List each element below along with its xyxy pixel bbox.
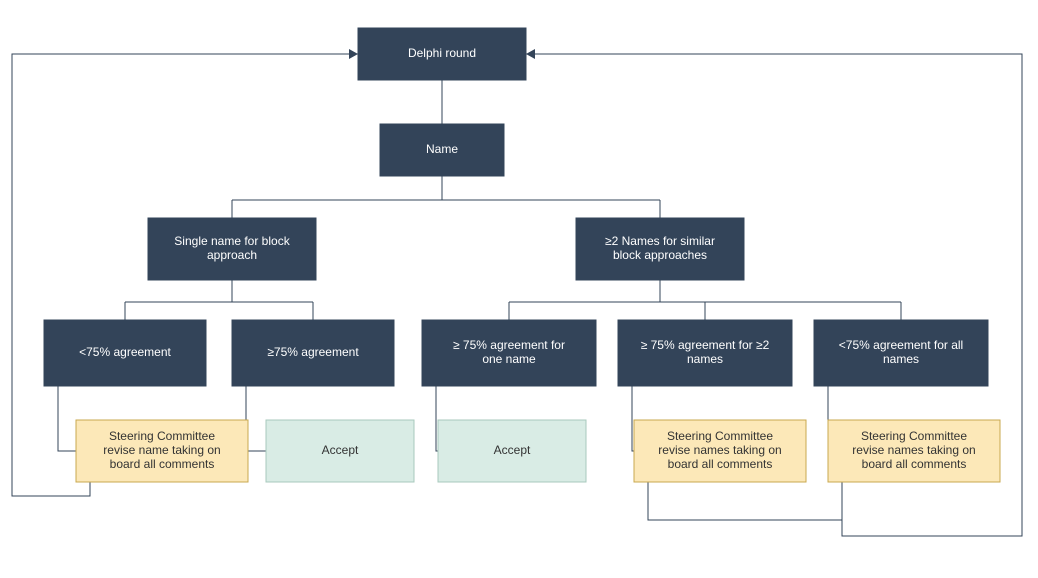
node-label: Single name for block [174, 234, 290, 248]
node-name: Name [380, 124, 504, 176]
arrowhead [526, 49, 535, 59]
node-label: approach [207, 248, 257, 262]
node-label: Name [426, 142, 458, 156]
node-label: Steering Committee [109, 429, 215, 443]
node-label: revise name taking on [103, 443, 220, 457]
node-label: Steering Committee [667, 429, 773, 443]
node-label: board all comments [668, 457, 773, 471]
node-lt75: <75% agreement [44, 320, 206, 386]
node-label: revise names taking on [658, 443, 781, 457]
node-ge75two: ≥ 75% agreement for ≥2names [618, 320, 792, 386]
arrowhead [349, 49, 358, 59]
node-lt75all: <75% agreement for allnames [814, 320, 988, 386]
node-label: board all comments [110, 457, 215, 471]
node-ge75one: ≥ 75% agreement forone name [422, 320, 596, 386]
node-label: ≥75% agreement [267, 345, 359, 359]
node-rev3: Steering Committeerevise names taking on… [828, 420, 1000, 482]
node-single: Single name for blockapproach [148, 218, 316, 280]
node-label: Accept [322, 443, 359, 457]
node-label: block approaches [613, 248, 707, 262]
node-label: board all comments [862, 457, 967, 471]
node-label: <75% agreement for all [839, 338, 963, 352]
node-label: names [883, 352, 919, 366]
node-label: names [687, 352, 723, 366]
node-multi: ≥2 Names for similarblock approaches [576, 218, 744, 280]
node-label: Accept [494, 443, 531, 457]
node-label: ≥ 75% agreement for ≥2 [641, 338, 770, 352]
node-delphi: Delphi round [358, 28, 526, 80]
node-label: Steering Committee [861, 429, 967, 443]
nodes-layer: Delphi round Name Single name for blockapp… [44, 28, 1000, 482]
node-label: one name [482, 352, 536, 366]
node-ge75: ≥75% agreement [232, 320, 394, 386]
node-label: ≥2 Names for similar [605, 234, 715, 248]
node-label: ≥ 75% agreement for [453, 338, 565, 352]
node-rev2: Steering Committeerevise names taking on… [634, 420, 806, 482]
node-acc1: Accept [266, 420, 414, 482]
node-acc2: Accept [438, 420, 586, 482]
node-rev1: Steering Committeerevise name taking onb… [76, 420, 248, 482]
node-label: <75% agreement [79, 345, 171, 359]
node-label: revise names taking on [852, 443, 975, 457]
node-label: Delphi round [408, 46, 476, 60]
